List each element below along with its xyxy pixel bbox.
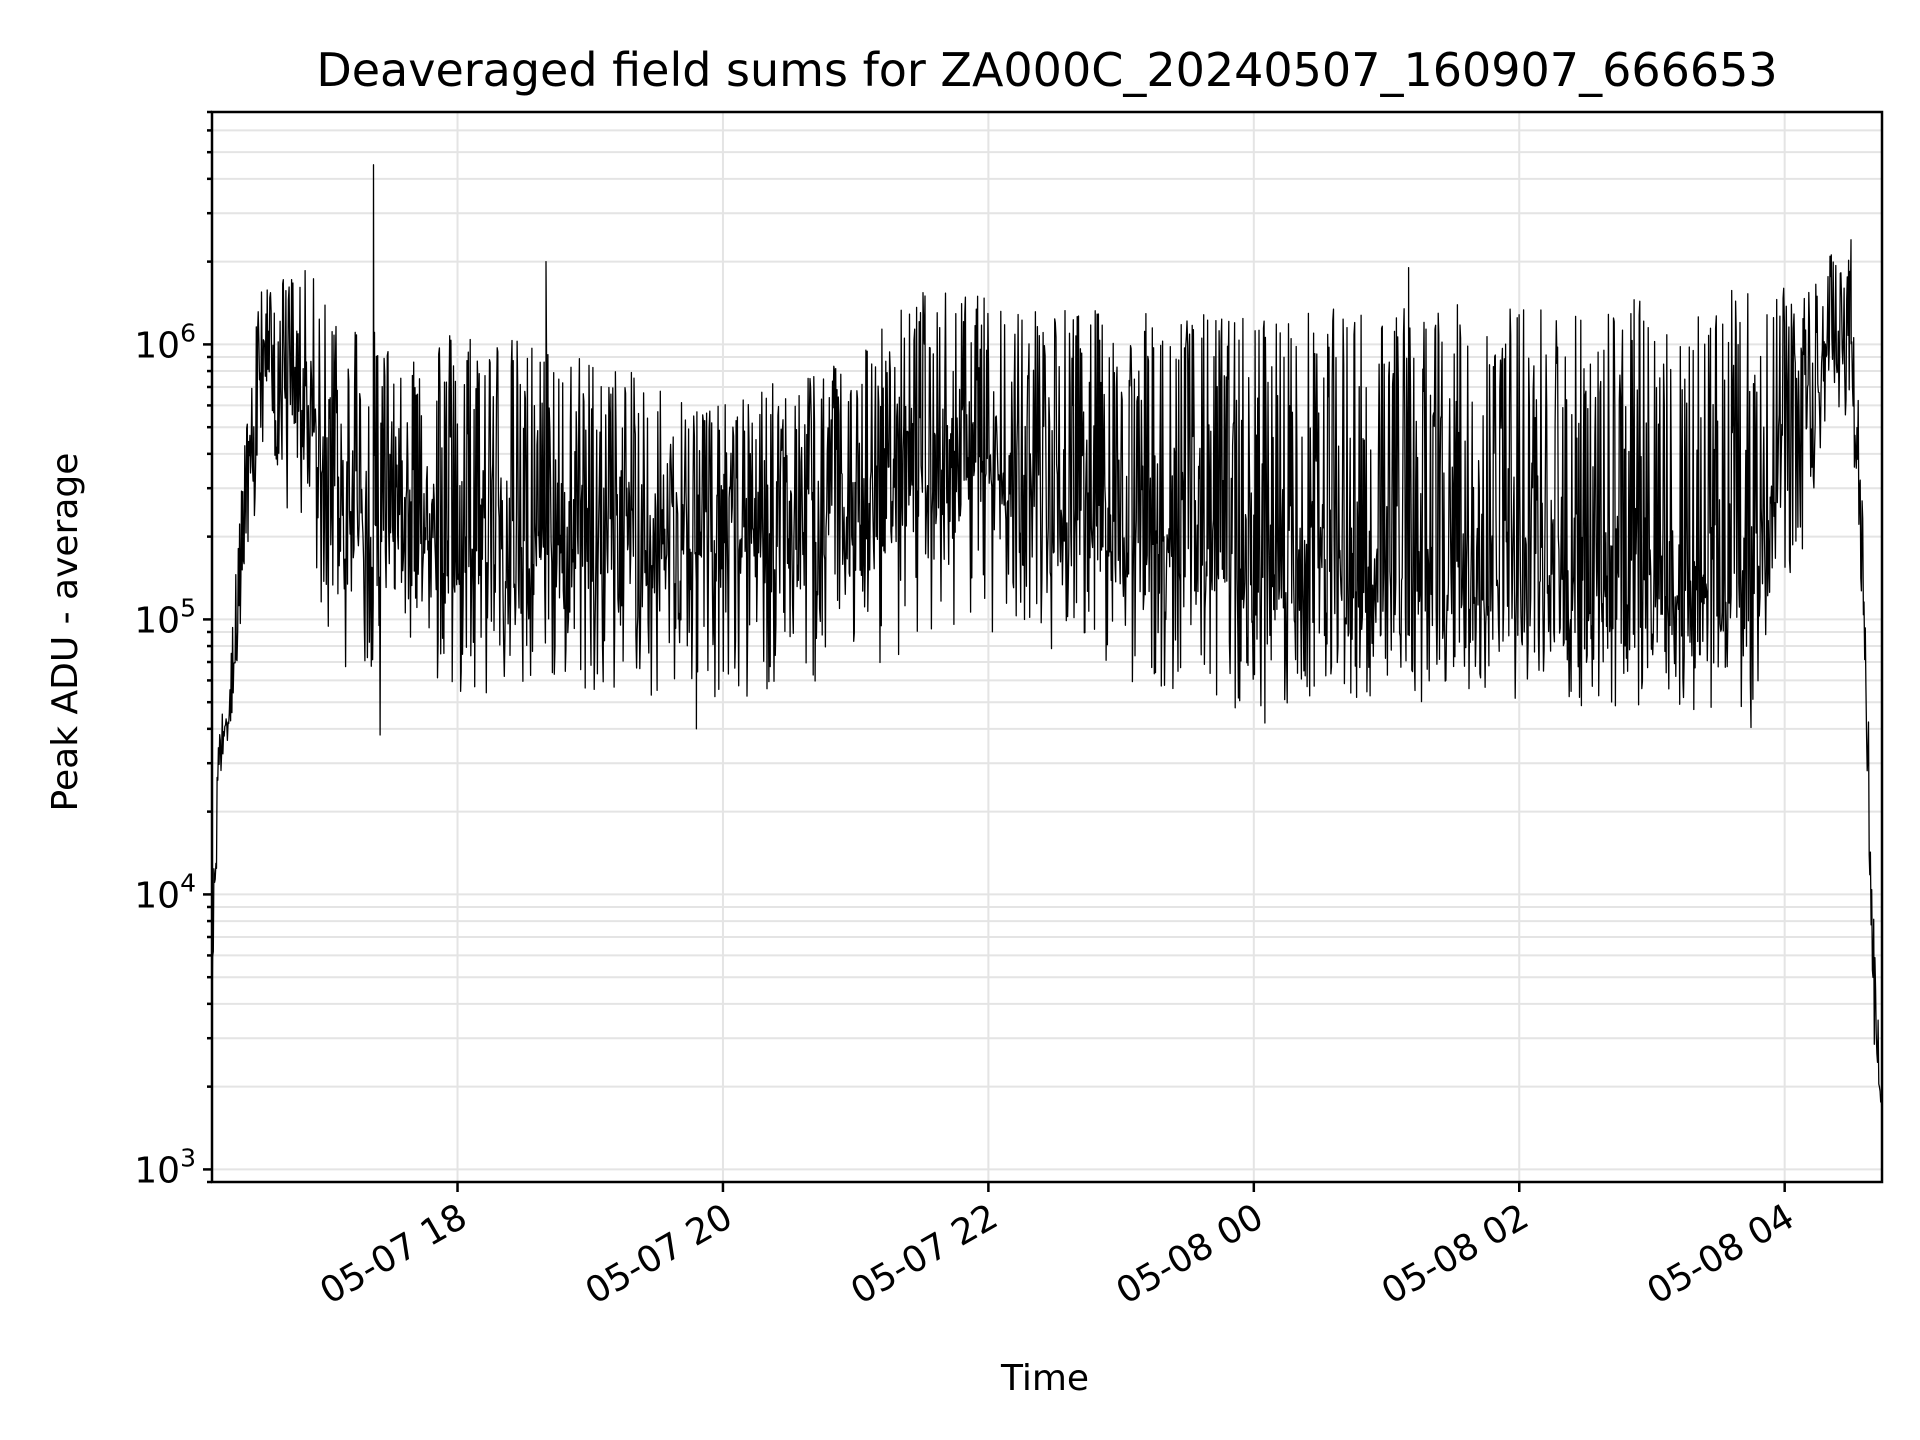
- y-axis: 103 104 105 106: [134, 110, 212, 1191]
- chart-title: Deaveraged field sums for ZA000C_2024050…: [316, 43, 1777, 97]
- plot-area: [211, 164, 1883, 1126]
- y-tick-label: 106: [134, 318, 196, 366]
- y-tick-label: 103: [134, 1143, 196, 1191]
- x-axis-label: Time: [1000, 1358, 1089, 1399]
- y-tick-label: 105: [134, 593, 196, 641]
- y-axis-label: Peak ADU - average: [45, 453, 86, 812]
- y-tick-label: 104: [134, 868, 196, 916]
- series-line: [211, 164, 1883, 1126]
